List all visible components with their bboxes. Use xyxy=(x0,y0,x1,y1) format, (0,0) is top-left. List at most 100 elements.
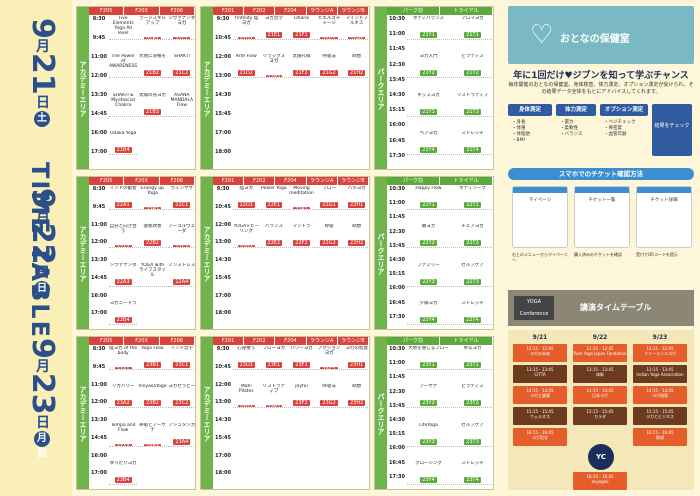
session-cell[interactable]: ASANA MANDALA Flow21A4 xyxy=(167,92,195,117)
session-cell[interactable]: YOGA with ライフスタイル22B3 xyxy=(138,262,167,287)
room-header: F201 xyxy=(213,177,245,185)
session-cell[interactable]: ヒエルゴチャージ 21G1 xyxy=(315,16,343,40)
session-cell[interactable]: アシュタンガ 23A4 xyxy=(167,422,195,447)
session-cell[interactable]: ヨガニードラ 22B4 xyxy=(109,301,138,326)
session-cell[interactable]: Joyful 23F2 xyxy=(288,384,315,409)
session-cell[interactable]: ストレッチ 23T4 xyxy=(451,461,493,486)
session-cell[interactable]: リストラティブ 21T3 xyxy=(451,92,493,117)
session-cell[interactable]: Odaka Yoga 21B4 xyxy=(109,131,138,156)
session-cell[interactable]: 瞑想 21H2 xyxy=(343,54,369,79)
session-cell[interactable]: アクションヨガ 23G1 xyxy=(315,346,343,370)
session-cell[interactable]: SHAKTI 21C2 xyxy=(167,54,195,79)
session-cell[interactable]: キッズヨガ 21Y3 xyxy=(407,92,450,117)
session-cell[interactable]: ファミリー 22Y3 xyxy=(407,262,450,287)
session-cell[interactable]: ゆるヨガ 23T1 xyxy=(451,346,493,370)
session-cell[interactable]: アーサナ 23Y2 xyxy=(407,384,450,409)
session-cell[interactable]: Mohi Pilates 23D2 xyxy=(233,384,260,409)
session-cell[interactable]: ヴィンヤサ 22C1 xyxy=(167,186,195,210)
session-cell[interactable]: ピラティス 21T2 xyxy=(451,54,493,79)
session-cell[interactable]: パワーヨガ 23F1 xyxy=(288,346,315,370)
academy-panel-left-day1: アカデミーエリア F205 F203 F206 8:30 9:45 11:00 12:00 13… xyxy=(76,6,196,170)
room-header-row: パーク前 トライアル xyxy=(387,7,493,15)
session-cell[interactable]: インド哲学 23C1 xyxy=(167,346,195,370)
session-cell[interactable]: 瞑想 22H2 xyxy=(343,224,369,249)
session-cell[interactable]: シヴァナンダ 22A3 xyxy=(109,262,138,287)
session-cell[interactable]: ハタヨガ 22H1 xyxy=(343,186,369,210)
session-cell[interactable]: 陰ヨガ 22D1 xyxy=(233,186,260,210)
session-cell[interactable]: VinyasaYoga 23B2 xyxy=(138,384,167,409)
session-cell[interactable]: リストラティブ 23E2 xyxy=(260,384,288,409)
session-cell[interactable]: ヨガの智慧 23H1 xyxy=(343,346,369,370)
session-cell[interactable]: 呼吸とアーサナ 23B3 xyxy=(138,422,167,447)
session-name: ヨガ哲学 xyxy=(264,16,283,21)
session-cell[interactable]: シヴァナンダヨガ 21C1 xyxy=(167,16,195,40)
session-cell[interactable]: 姿勢改善 22B2 xyxy=(138,224,167,249)
session-cell[interactable]: Ohana 21F1 xyxy=(288,16,315,40)
session-cell[interactable]: インドの叡智 22A1 xyxy=(109,186,138,210)
chance-description: 毎年開催のおとなの保健室。身体検査、体力測定、オプション測定が受けられ、その結果… xyxy=(508,82,694,95)
session-cell[interactable]: Yinfinity 陰ヨガ 21D1 xyxy=(233,16,260,40)
session-cell[interactable]: Energy up Yoga 22B1 xyxy=(138,186,167,210)
session-cell[interactable]: YOGA×ヒーリング 22D2 xyxy=(233,224,260,249)
session-code: 23F1 xyxy=(293,362,310,368)
session-cell[interactable]: セルフケア 23T3 xyxy=(451,422,493,447)
date-day3: 9月23日月祝 xyxy=(25,338,60,460)
session-cell[interactable]: 太陽礼拝 21F2 xyxy=(288,54,315,79)
session-cell[interactable]: 夕陽ヨガ 22Y4 xyxy=(407,301,450,326)
session-cell[interactable]: ストレッチ 22T4 xyxy=(451,301,493,326)
session-cell[interactable]: フロー 22G1 xyxy=(315,186,343,210)
session-cell[interactable]: ヨガセラピー 23C2 xyxy=(167,384,195,409)
session-name: Happy Flow xyxy=(415,186,442,191)
session-cell[interactable]: ペアヨガ 21Y4 xyxy=(407,131,450,156)
session-cell[interactable]: 朝ヨガ 22Y2 xyxy=(407,224,450,249)
session-name: 朝ヨガ xyxy=(421,224,436,230)
session-cell[interactable]: ピラティス 23T2 xyxy=(451,384,493,409)
session-cell[interactable]: 心身整う 23D1 xyxy=(233,346,260,370)
session-cell[interactable]: ラージスキルアップ 21B1 xyxy=(138,16,167,40)
session-cell[interactable]: 自分と向き合う 22A2 xyxy=(109,224,138,249)
session-cell[interactable]: 太陽の光ヨガ 21B3 xyxy=(138,92,167,117)
session-cell[interactable]: チェアヨガ 22T2 xyxy=(451,224,493,249)
session-code: 22B4 xyxy=(114,317,132,324)
time-label: 12:30 xyxy=(389,228,405,235)
session-cell[interactable]: Power Yoga 22E1 xyxy=(260,186,288,210)
session-cell[interactable]: 大地を感じるフロー 23Y1 xyxy=(407,346,450,370)
session-cell[interactable]: ヨガ入門 21Y2 xyxy=(407,54,450,79)
session-cell[interactable]: ヨガ哲学 21E1 xyxy=(260,16,288,40)
session-cell[interactable]: Tempo and Flow 23A3 xyxy=(109,422,138,447)
phone-label: チケット一覧 xyxy=(588,198,616,203)
time-label: 13:45 xyxy=(389,76,405,83)
session-cell[interactable]: Yoga Flow 23B1 xyxy=(138,346,167,370)
session-name: フローヨガ xyxy=(262,346,286,351)
session-cell[interactable]: LifeYoga 23Y3 xyxy=(407,422,450,447)
session-cell[interactable]: Moving meditation 22F1 xyxy=(288,186,315,210)
session-cell[interactable]: ノンストレス 22A4 xyxy=(167,262,195,287)
session-cell[interactable]: 呼吸 22G2 xyxy=(315,224,343,249)
session-cell[interactable]: セルフケア 22T3 xyxy=(451,262,493,287)
session-cell[interactable]: 瞑想 23H2 xyxy=(343,384,369,409)
session-cell[interactable]: ボディワーク 22T1 xyxy=(451,186,493,210)
session-cell[interactable]: バランス 22E2 xyxy=(260,224,288,249)
session-cell[interactable]: 呼吸法 23G2 xyxy=(315,384,343,409)
session-cell[interactable]: SHAKTI & Myofascial Chakra21A3 xyxy=(109,92,138,117)
session-cell[interactable]: Happy Flow 22Y1 xyxy=(407,186,450,210)
session-cell[interactable]: 大地に深根を 21B2 xyxy=(138,54,167,79)
session-cell[interactable]: アーユルヴェーダ 22C2 xyxy=(167,224,195,249)
session-cell[interactable]: アロマヨガ 21T1 xyxy=(451,16,493,40)
session-name: 瞑想 xyxy=(352,224,362,230)
session-cell[interactable]: Five Elements Yoga All level21A1 xyxy=(109,16,138,40)
session-cell[interactable]: The Power of AWARENESS21A2 xyxy=(109,54,138,79)
session-cell[interactable]: Arte Flow 21D2 xyxy=(233,54,260,79)
session-cell[interactable]: ストレッチ 21T4 xyxy=(451,131,493,156)
session-cell[interactable]: ゆったりヨガ 23B4 xyxy=(109,461,138,486)
session-cell[interactable]: クロージング 23Y4 xyxy=(407,461,450,486)
session-cell[interactable]: リラックスヨガ 21E2 xyxy=(260,54,288,79)
session-cell[interactable]: フローヨガ 23E1 xyxy=(260,346,288,370)
session-cell[interactable]: 陰ヨガ of the body 23A1 xyxy=(109,346,138,370)
session-cell[interactable]: ボディバランス 21Y1 xyxy=(407,16,450,40)
session-cell[interactable]: 呼吸法 21G2 xyxy=(315,54,343,79)
session-cell[interactable]: マインドフルネス 21H1 xyxy=(343,16,369,40)
room-header-row: F201 F202 F204 ラウンジA ラウンジB xyxy=(213,337,369,345)
session-cell[interactable]: マントラ 22F2 xyxy=(288,224,315,249)
session-cell[interactable]: リカバリー 23A2 xyxy=(109,384,138,409)
